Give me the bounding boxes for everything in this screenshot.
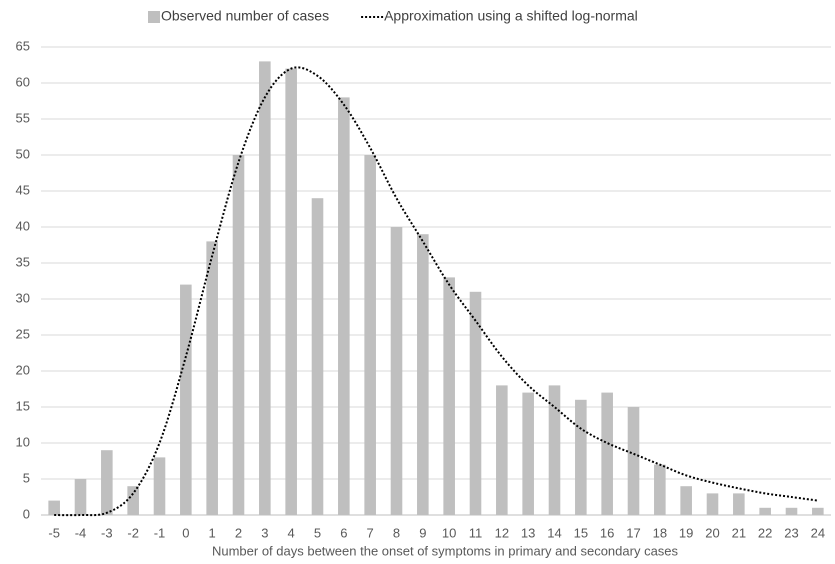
- bar: [232, 155, 245, 515]
- x-tick-label: 24: [811, 525, 825, 540]
- legend: Observed number of cases Approximation us…: [148, 8, 638, 24]
- x-tick-label: 23: [784, 525, 798, 540]
- x-tick-label: 15: [574, 525, 588, 540]
- x-tick-label: 20: [705, 525, 719, 540]
- y-tick-label: 55: [16, 110, 30, 125]
- bar: [575, 399, 587, 515]
- bar: [127, 486, 139, 515]
- x-tick-label: 7: [367, 525, 374, 540]
- bar: [733, 493, 745, 515]
- x-tick-label: 22: [758, 525, 772, 540]
- bar: [285, 68, 297, 515]
- bar: [417, 234, 429, 515]
- legend-swatch: [148, 11, 160, 23]
- y-tick-label: 30: [16, 290, 30, 305]
- bar: [48, 500, 60, 515]
- x-tick-label: 1: [209, 525, 216, 540]
- y-tick-label: 0: [23, 506, 30, 521]
- legend-label: Approximation using a shifted log-normal: [384, 8, 638, 24]
- bar: [443, 277, 455, 515]
- bar: [206, 241, 218, 515]
- bar: [654, 464, 666, 515]
- x-tick-label: -2: [127, 525, 139, 540]
- x-tick-label: 8: [393, 525, 400, 540]
- y-tick-label: 60: [16, 74, 30, 89]
- y-tick-label: 50: [16, 146, 30, 161]
- x-tick-label: 17: [626, 525, 640, 540]
- bar: [101, 450, 113, 515]
- x-tick-label: 11: [469, 525, 483, 540]
- y-tick-label: 15: [16, 398, 30, 413]
- y-tick-label: 10: [16, 434, 30, 449]
- bar: [338, 97, 350, 516]
- bar: [601, 392, 613, 515]
- x-tick-label: 16: [600, 525, 614, 540]
- x-tick-label: -1: [154, 525, 166, 540]
- line: [54, 66, 818, 517]
- bar: [364, 155, 376, 515]
- bar: [180, 284, 192, 515]
- bar: [390, 227, 403, 515]
- bar: [706, 493, 719, 515]
- x-tick-label: 21: [732, 525, 746, 540]
- x-tick-label: 10: [442, 525, 456, 540]
- bar: [259, 61, 271, 516]
- x-tick-label: 6: [340, 525, 347, 540]
- x-tick-label: -4: [75, 525, 87, 540]
- x-tick-label: 18: [653, 525, 667, 540]
- x-tick-label: -5: [48, 525, 60, 540]
- bar: [785, 507, 798, 515]
- x-tick-label: 5: [314, 525, 321, 540]
- bar: [759, 507, 771, 515]
- bar: [74, 479, 87, 515]
- bar: [548, 385, 561, 515]
- bar: [153, 457, 166, 515]
- x-tick-label: 4: [288, 525, 295, 540]
- y-tick-label: 65: [16, 38, 30, 53]
- x-tick-label: 19: [679, 525, 693, 540]
- y-tick-label: 5: [23, 470, 30, 485]
- bar: [496, 385, 508, 515]
- bar: [812, 507, 824, 515]
- x-tick-label: -3: [101, 525, 113, 540]
- x-tick-label: 3: [261, 525, 268, 540]
- bar: [680, 486, 692, 515]
- bar: [522, 392, 534, 515]
- x-tick-label: 12: [495, 525, 509, 540]
- y-tick-label: 40: [16, 218, 30, 233]
- bar: [627, 407, 640, 515]
- y-tick-label: 45: [16, 182, 30, 197]
- y-tick-label: 25: [16, 326, 30, 341]
- x-tick-label: 13: [521, 525, 535, 540]
- bar: [311, 198, 324, 515]
- x-tick-label: 14: [547, 525, 561, 540]
- x-tick-label: 2: [235, 525, 242, 540]
- legend-label: Observed number of cases: [161, 8, 329, 24]
- x-tick-label: 9: [419, 525, 426, 540]
- y-tick-label: 35: [16, 254, 30, 269]
- x-tick-label: 0: [182, 525, 189, 540]
- y-tick-label: 20: [16, 362, 30, 377]
- bar: [469, 291, 482, 515]
- x-axis-title: Number of days between the onset of symp…: [212, 543, 679, 558]
